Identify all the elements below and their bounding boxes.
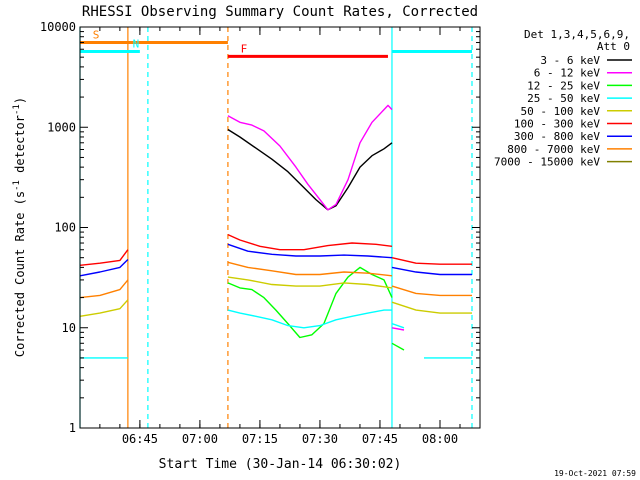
vertical-markers [79, 27, 473, 428]
legend-label-7: 800 - 7000 keV [507, 143, 600, 156]
series-lines [79, 104, 472, 359]
x-tick-label-3: 07:30 [302, 432, 338, 446]
x-axis-label: Start Time (30-Jan-14 06:30:02) [159, 457, 402, 472]
legend-label-3: 25 - 50 keV [527, 92, 600, 105]
y-axis-label: Corrected Count Rate (s-1 detector-1) [12, 97, 27, 357]
y-axis-label-sup1: -1 [12, 180, 22, 191]
legend-label-5: 100 - 300 keV [514, 118, 600, 131]
x-tick-label-0: 06:45 [122, 432, 158, 446]
legend-title-0: Det 1,3,4,5,6,9, [524, 28, 630, 41]
series-line-1-0 [227, 104, 393, 211]
x-tick-label-2: 07:15 [242, 432, 278, 446]
attenuator-label-0: S [93, 29, 100, 42]
y-axis-label-sup2: -1 [12, 104, 22, 115]
series-line-5-0 [79, 249, 129, 266]
legend-label-0: 3 - 6 keV [540, 54, 600, 67]
series-line-5-2 [391, 257, 472, 265]
series-line-3-1 [227, 309, 392, 329]
legend-title-1: Att 0 [597, 40, 630, 53]
attenuator-label-1: N [133, 37, 140, 50]
y-tick-label-2: 100 [54, 221, 76, 235]
legend-label-8: 7000 - 15000 keV [494, 156, 600, 169]
series-line-2-1 [391, 342, 405, 351]
y-tick-label-1: 10 [62, 321, 76, 335]
series-line-7-0 [79, 279, 129, 299]
timestamp: 19-Oct-2021 07:59 [554, 469, 636, 478]
y-tick-label-4: 10000 [40, 20, 76, 34]
series-line-4-2 [391, 301, 472, 314]
series-line-3-2 [391, 322, 405, 329]
axes: 1 10 100 1000 10000 06:45 07:00 07:15 07:30 07:45… [40, 20, 480, 446]
series-line-6-2 [391, 266, 472, 276]
attenuator-label-2: F [241, 42, 248, 55]
series-line-6-1 [227, 243, 393, 259]
x-tick-label-5: 08:00 [422, 432, 458, 446]
series-line-1-1 [391, 327, 405, 331]
series-line-0-0 [227, 128, 393, 211]
chart-title: RHESSI Observing Summary Count Rates, Co… [82, 4, 478, 20]
legend-label-1: 6 - 12 keV [534, 67, 601, 80]
attenuator-bars: S N F [80, 29, 472, 58]
legend-label-6: 300 - 800 keV [514, 130, 600, 143]
series-line-4-0 [79, 299, 129, 317]
legend-label-4: 50 - 100 keV [521, 105, 601, 118]
y-axis-label-end: ) [13, 97, 27, 104]
series-line-6-0 [79, 259, 129, 277]
series-line-5-1 [227, 233, 393, 251]
plot-frame [79, 26, 481, 429]
legend-label-2: 12 - 25 keV [527, 79, 600, 92]
x-tick-label-1: 07:00 [182, 432, 218, 446]
series-line-2-0 [227, 266, 393, 339]
y-axis-label-main: Corrected Count Rate (s [13, 191, 27, 357]
y-tick-label-3: 1000 [47, 120, 76, 134]
x-tick-label-4: 07:45 [362, 432, 398, 446]
series-line-7-1 [227, 261, 393, 277]
series-line-7-2 [391, 285, 472, 297]
y-tick-label-0: 1 [69, 421, 76, 435]
y-axis-label-mid: detector [13, 115, 27, 180]
series-line-4-1 [227, 276, 393, 289]
